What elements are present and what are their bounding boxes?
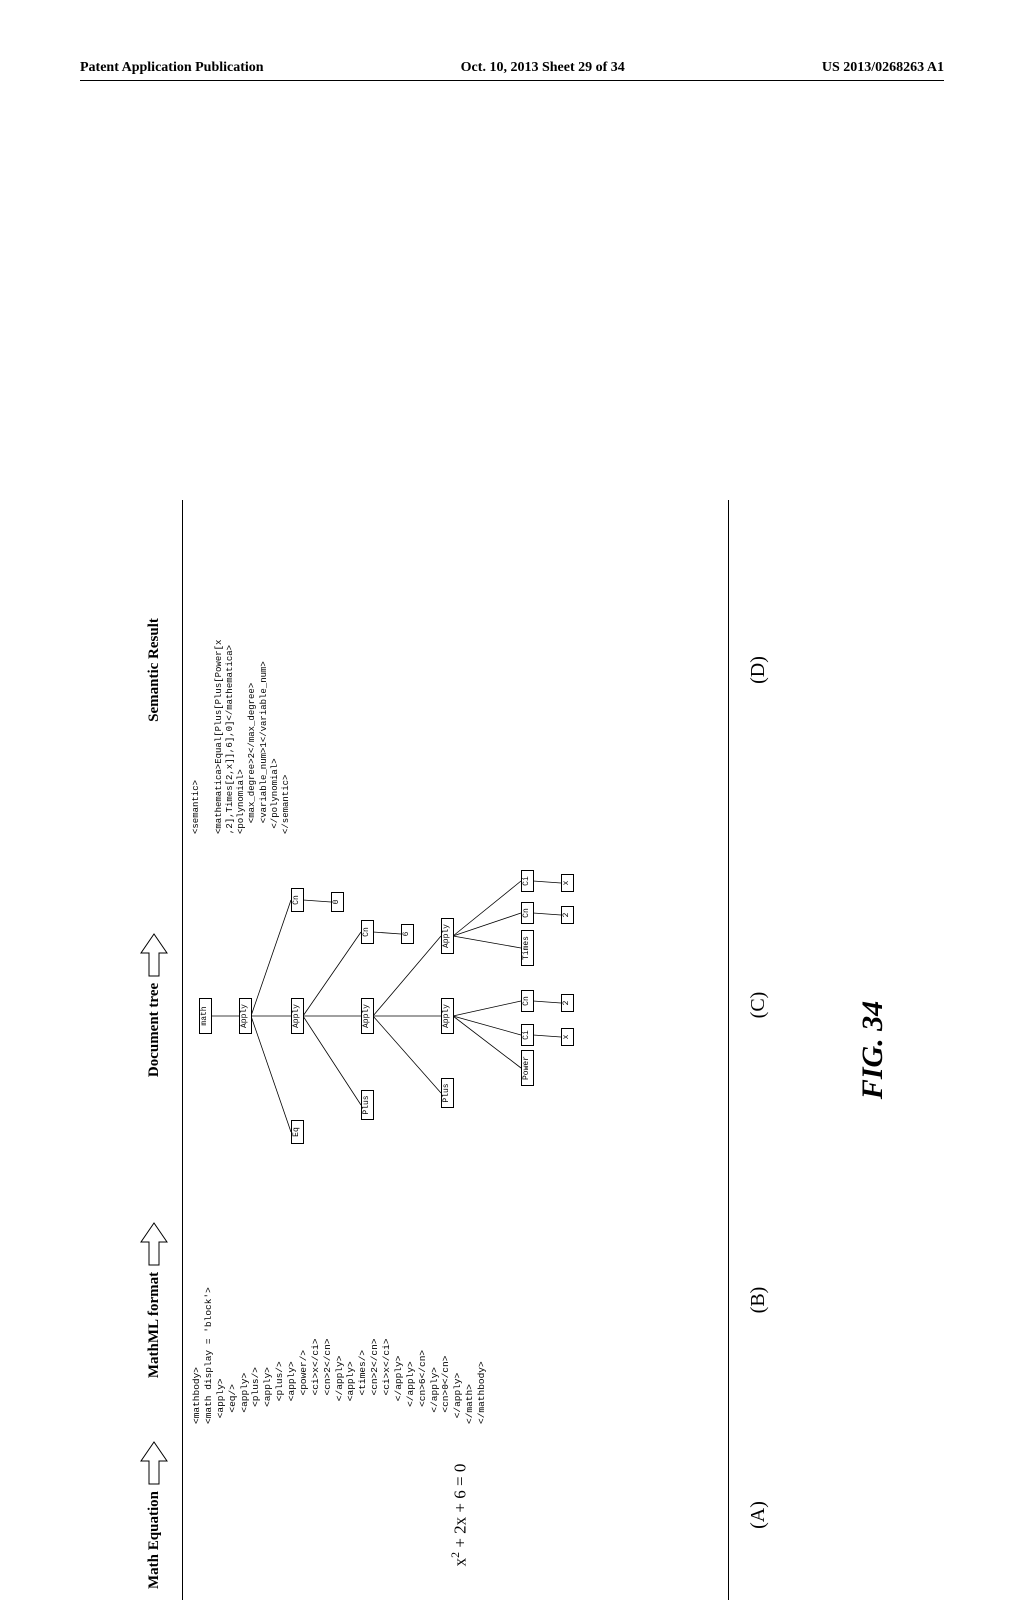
- tree-node: Times: [521, 930, 534, 966]
- column-d-title: Semantic Result: [146, 618, 163, 722]
- column-c-body: math Apply Eq Apply Cn 0 Plus Apply Cn 6 Plus Apply…: [183, 840, 728, 1170]
- column-b-body: <mathbody> <math display = 'block'> <app…: [183, 1170, 728, 1430]
- column-a-label: (A): [747, 1501, 770, 1529]
- tree-node: Ci: [521, 1024, 534, 1046]
- tree-node: Cn: [361, 920, 374, 944]
- tree-node: Plus: [441, 1078, 454, 1108]
- arrow-icon: [139, 1441, 169, 1485]
- header-left: Patent Application Publication: [80, 60, 264, 76]
- tree-node: 2: [561, 906, 574, 924]
- arrow-icon: [139, 933, 169, 977]
- tree-node: 6: [401, 924, 414, 944]
- column-b-label: (B): [747, 1287, 770, 1314]
- tree-node: Apply: [441, 998, 454, 1034]
- column-a-header: Math Equation: [130, 1441, 178, 1589]
- tree-node: Eq: [291, 1120, 304, 1144]
- column-b: MathML format <mathbody> <math display =…: [130, 1170, 770, 1430]
- equation: x2 + 2x + 6 = 0: [448, 1464, 471, 1567]
- tree-node: x: [561, 874, 574, 892]
- tree-node: Cn: [521, 902, 534, 924]
- column-d: Semantic Result <semantic> <mathematica>…: [130, 500, 770, 840]
- tree-node: Apply: [361, 998, 374, 1034]
- column-a: Math Equation x2 + 2x + 6 = 0 (A): [130, 1430, 770, 1600]
- page-header: Patent Application Publication Oct. 10, …: [80, 60, 944, 81]
- divider: [728, 1170, 729, 1430]
- mathml-code: <mathbody> <math display = 'block'> <app…: [191, 1287, 488, 1424]
- figure-columns: Math Equation x2 + 2x + 6 = 0 (A) MathML…: [130, 500, 770, 1600]
- column-b-header: MathML format: [130, 1222, 178, 1378]
- divider: [728, 1430, 729, 1600]
- tree-node: math: [199, 998, 212, 1034]
- tree-node: Plus: [361, 1090, 374, 1120]
- column-d-header: Semantic Result: [130, 618, 178, 722]
- header-center: Oct. 10, 2013 Sheet 29 of 34: [461, 60, 625, 76]
- column-c-label: (C): [747, 992, 770, 1019]
- figure-wrap: Math Equation x2 + 2x + 6 = 0 (A) MathML…: [130, 120, 890, 1220]
- tree-node: Apply: [239, 998, 252, 1034]
- tree-node: x: [561, 1028, 574, 1046]
- header-right: US 2013/0268263 A1: [822, 60, 944, 76]
- column-d-body: <semantic> <mathematica>Equal[Plus[Plus[…: [183, 500, 728, 840]
- arrow-icon: [139, 1222, 169, 1266]
- column-b-title: MathML format: [146, 1272, 163, 1378]
- patent-page: Patent Application Publication Oct. 10, …: [0, 0, 1024, 1320]
- tree-node: 2: [561, 994, 574, 1012]
- divider: [728, 500, 729, 840]
- tree-node: 0: [331, 892, 344, 912]
- column-c: Document tree math Apply Eq Apply Cn 0 Plus App…: [130, 840, 770, 1170]
- divider: [728, 840, 729, 1170]
- column-a-body: x2 + 2x + 6 = 0: [183, 1430, 728, 1600]
- tree-node: Ci: [521, 870, 534, 892]
- semantic-code: <semantic> <mathematica>Equal[Plus[Plus[…: [191, 640, 292, 834]
- figure-label: FIG. 34: [856, 500, 890, 1600]
- column-d-label: (D): [747, 656, 770, 684]
- figure-34: Math Equation x2 + 2x + 6 = 0 (A) MathML…: [130, 500, 890, 1600]
- column-c-header: Document tree: [130, 933, 178, 1077]
- tree-node: Apply: [441, 918, 454, 954]
- tree-node: Apply: [291, 998, 304, 1034]
- tree-node: Cn: [521, 990, 534, 1012]
- tree-node: Power: [521, 1050, 534, 1086]
- tree-node: Cn: [291, 888, 304, 912]
- document-tree: math Apply Eq Apply Cn 0 Plus Apply Cn 6 Plus Apply…: [191, 846, 728, 1164]
- column-a-title: Math Equation: [146, 1491, 163, 1589]
- column-c-title: Document tree: [146, 983, 163, 1077]
